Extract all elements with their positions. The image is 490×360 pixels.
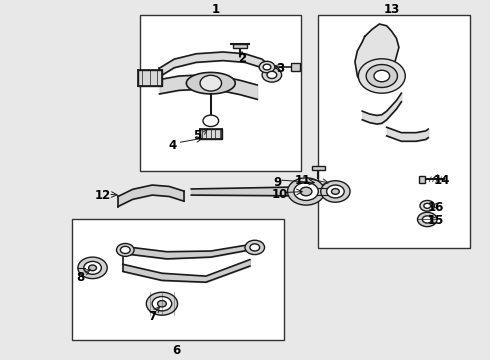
Circle shape — [245, 240, 265, 255]
Text: 12: 12 — [95, 189, 111, 202]
Text: 6: 6 — [172, 344, 181, 357]
Text: 11: 11 — [294, 174, 311, 186]
Text: 9: 9 — [273, 176, 281, 189]
Circle shape — [327, 185, 344, 198]
Text: 3: 3 — [276, 62, 284, 75]
Circle shape — [117, 243, 134, 256]
Circle shape — [78, 257, 107, 279]
Bar — [140, 15, 301, 171]
Text: 8: 8 — [76, 271, 84, 284]
Text: 2: 2 — [239, 51, 246, 64]
Circle shape — [152, 297, 171, 311]
Circle shape — [420, 201, 435, 211]
Polygon shape — [355, 24, 399, 89]
Bar — [200, 129, 221, 139]
Text: 15: 15 — [427, 214, 444, 227]
Text: 13: 13 — [384, 3, 400, 16]
Circle shape — [424, 203, 431, 208]
Circle shape — [147, 292, 177, 315]
Bar — [312, 166, 325, 170]
Bar — [419, 176, 425, 183]
Circle shape — [158, 301, 166, 307]
Circle shape — [300, 187, 312, 196]
Circle shape — [374, 70, 390, 82]
Text: 10: 10 — [272, 188, 288, 201]
Circle shape — [263, 64, 271, 70]
Circle shape — [262, 68, 282, 82]
Bar — [233, 44, 247, 48]
Text: 16: 16 — [427, 202, 444, 215]
Circle shape — [84, 261, 101, 274]
Circle shape — [358, 59, 405, 93]
Circle shape — [121, 246, 130, 253]
Bar — [138, 70, 162, 86]
Text: 7: 7 — [148, 310, 156, 323]
Circle shape — [417, 212, 437, 226]
Circle shape — [366, 64, 397, 87]
Circle shape — [259, 61, 275, 73]
Ellipse shape — [186, 72, 235, 94]
Circle shape — [250, 244, 260, 251]
Circle shape — [422, 216, 432, 223]
Bar — [292, 63, 300, 71]
Circle shape — [267, 71, 277, 78]
Circle shape — [331, 189, 339, 194]
Text: 4: 4 — [169, 139, 177, 152]
Bar — [318, 15, 470, 248]
Text: 5: 5 — [193, 129, 201, 143]
Circle shape — [294, 183, 318, 201]
Bar — [72, 220, 284, 339]
Circle shape — [288, 178, 325, 205]
Circle shape — [200, 75, 221, 91]
Circle shape — [321, 181, 350, 202]
Circle shape — [89, 265, 97, 271]
Text: 1: 1 — [212, 3, 220, 16]
Circle shape — [203, 115, 219, 127]
Text: 14: 14 — [433, 174, 450, 186]
